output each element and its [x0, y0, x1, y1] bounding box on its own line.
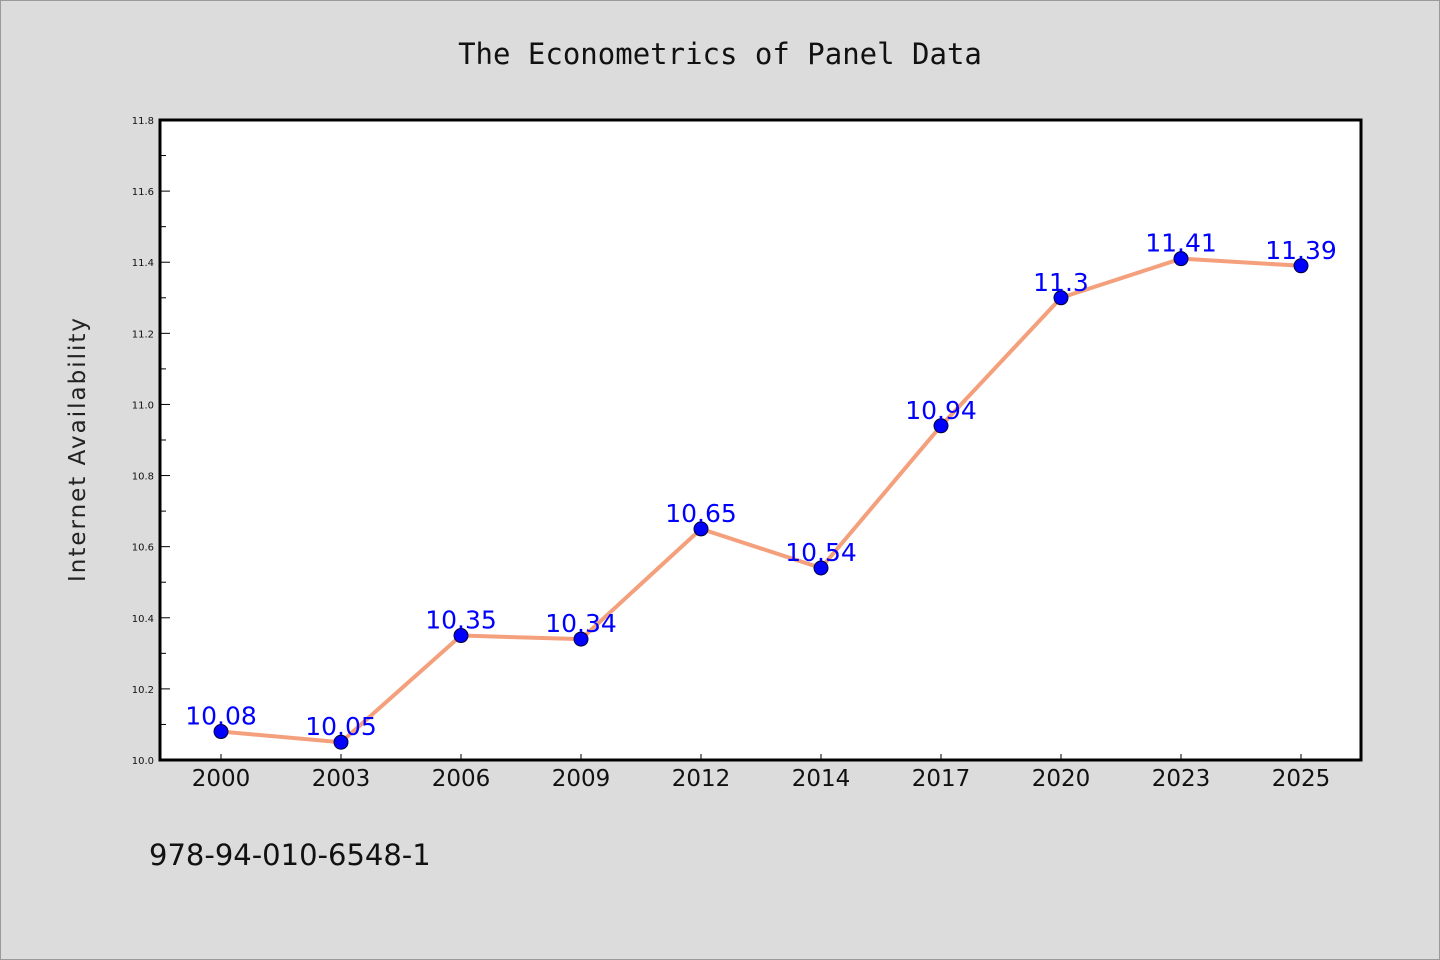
data-point: [213, 724, 229, 740]
y-tick-label: 11.0: [132, 400, 154, 411]
x-tick-label: 2025: [1272, 766, 1331, 792]
chart-title: The Econometrics of Panel Data: [458, 37, 982, 71]
data-point: [573, 631, 589, 647]
y-tick-label: 11.8: [132, 116, 154, 127]
y-axis-label: Internet Availability: [65, 316, 91, 582]
data-point: [933, 418, 949, 434]
x-tick-label: 2017: [912, 766, 971, 792]
series-layer: 10.08 10.05 10.35 10.34 10.65 10.54 10.94 11.3 1…: [185, 229, 1337, 750]
data-point: [693, 521, 709, 537]
data-label: 10.94: [905, 396, 977, 425]
data-label: 11.41: [1145, 229, 1217, 258]
isbn-footer: 978-94-010-6548-1: [149, 838, 431, 872]
x-tick-label: 2012: [672, 766, 731, 792]
y-tick-label: 10.0: [132, 756, 154, 767]
data-label: 11.39: [1265, 236, 1337, 265]
data-point: [1173, 251, 1189, 267]
y-tick-label: 11.6: [132, 187, 154, 198]
data-point: [813, 560, 829, 576]
y-tick-label: 10.6: [132, 543, 154, 554]
data-label: 10.08: [185, 702, 257, 731]
data-label: 10.65: [665, 499, 737, 528]
y-tick-label: 11.4: [132, 258, 154, 269]
data-label: 10.54: [785, 538, 857, 567]
data-point: [453, 628, 469, 644]
x-tick-label: 2003: [312, 766, 371, 792]
data-point: [1053, 290, 1069, 306]
y-tick-label: 10.4: [132, 614, 154, 625]
plot-area: [158, 118, 1363, 762]
x-tick-label: 2006: [432, 766, 491, 792]
data-label: 11.3: [1033, 268, 1089, 297]
x-tick-label: 2023: [1152, 766, 1211, 792]
x-axis: 2000 2003 2006 2009 2012 2014 2017 2020 2023 2025: [192, 754, 1331, 792]
data-label: 10.35: [425, 606, 497, 635]
x-tick-label: 2020: [1032, 766, 1091, 792]
data-label: 10.34: [545, 609, 617, 638]
y-tick-label: 11.2: [132, 329, 154, 340]
x-tick-label: 2000: [192, 766, 251, 792]
data-point: [1293, 258, 1309, 274]
x-tick-label: 2014: [792, 766, 851, 792]
data-label: 10.05: [305, 712, 377, 741]
y-axis: 10.0 10.2 10.4 10.6 10.8 11.0 11.2 11.4 11.6 11.8: [132, 116, 170, 767]
data-point: [333, 734, 349, 750]
y-tick-label: 10.2: [132, 685, 154, 696]
y-tick-label: 10.8: [132, 472, 154, 483]
series-line: [220, 256, 1302, 745]
x-tick-label: 2009: [552, 766, 611, 792]
